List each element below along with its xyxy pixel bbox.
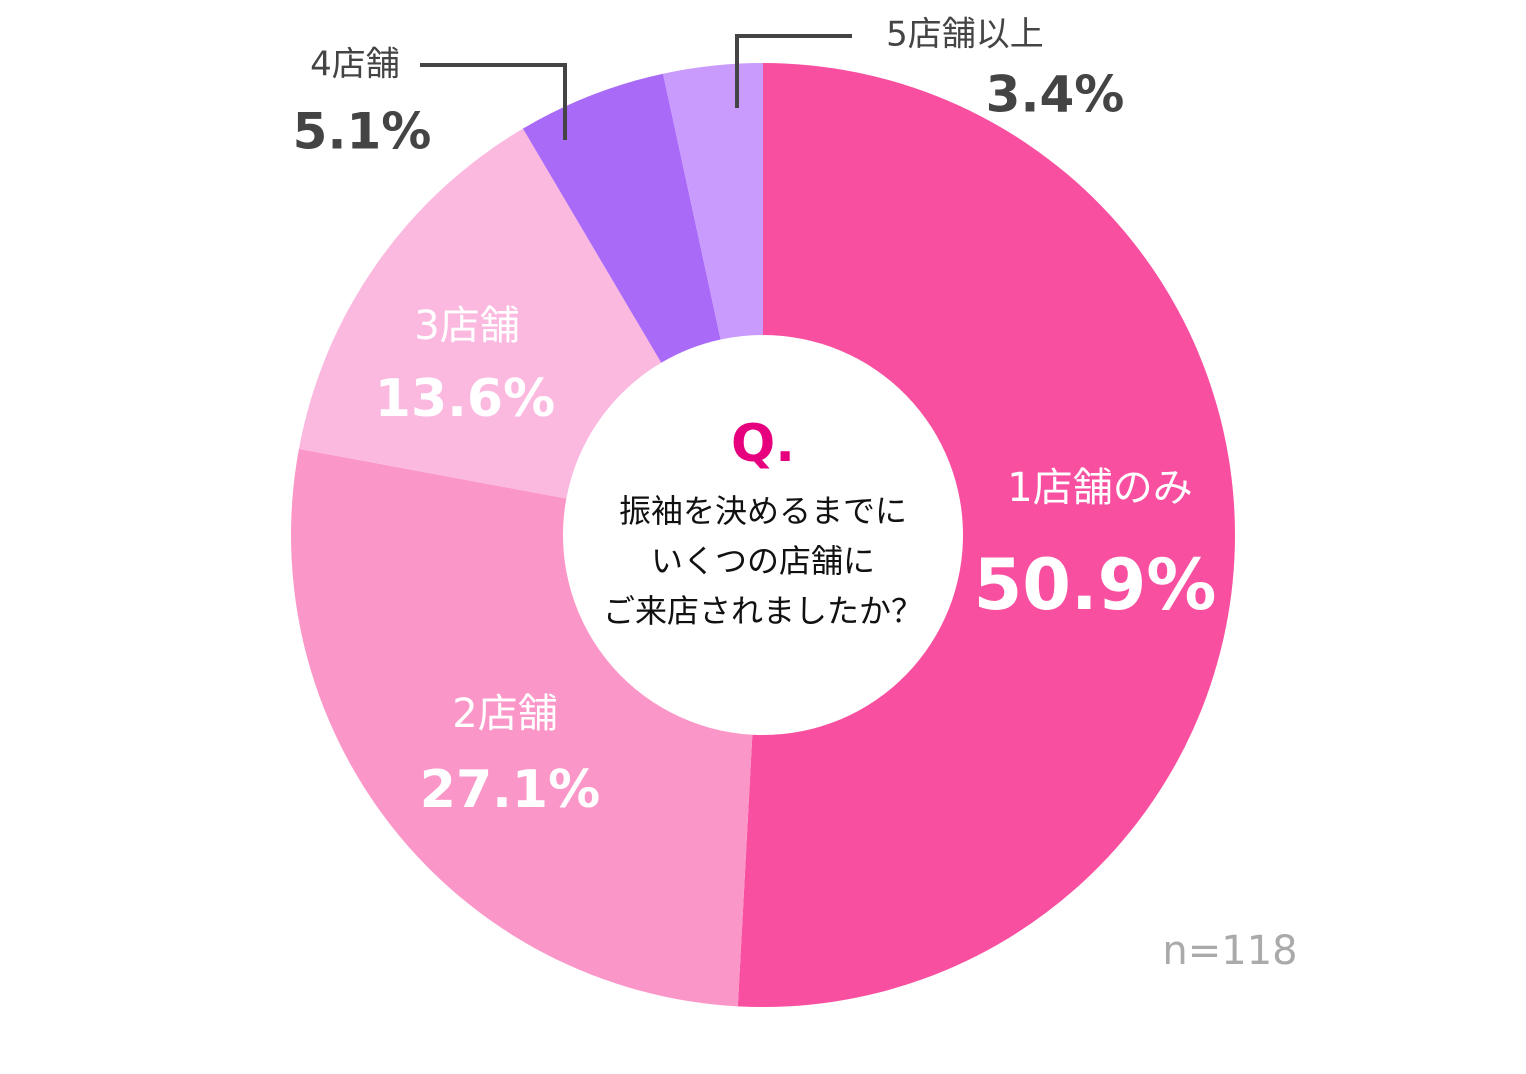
slice-value-label: 3.4% <box>986 66 1125 124</box>
donut-slice <box>663 63 763 340</box>
donut-slice <box>298 128 662 499</box>
leader-line <box>420 63 567 140</box>
donut-slice <box>522 73 721 363</box>
slice-value-label: 13.6% <box>375 369 555 429</box>
center-question: ご来店されましたか？ <box>603 592 923 630</box>
leader-line <box>735 34 852 108</box>
slice-value-label: 5.1% <box>293 103 432 161</box>
sample-note: n=118 <box>1162 928 1297 974</box>
slice-label: 1店舗のみ <box>1007 465 1192 511</box>
center-title: Q. <box>731 414 795 474</box>
slice-label: 2店舗 <box>452 691 557 737</box>
slice-label: 4店舗 <box>310 45 400 85</box>
center-question: 振袖を決めるまでに <box>619 492 907 530</box>
donut-slice <box>737 63 1235 1007</box>
slice-value-label: 27.1% <box>420 760 600 820</box>
slice-label: 3店舗 <box>414 303 519 349</box>
donut-slice <box>290 448 753 1007</box>
slice-label: 5店舗以上 <box>886 15 1044 55</box>
center-question: いくつの店舗に <box>651 542 875 580</box>
slice-value-label: 50.9% <box>974 544 1217 626</box>
